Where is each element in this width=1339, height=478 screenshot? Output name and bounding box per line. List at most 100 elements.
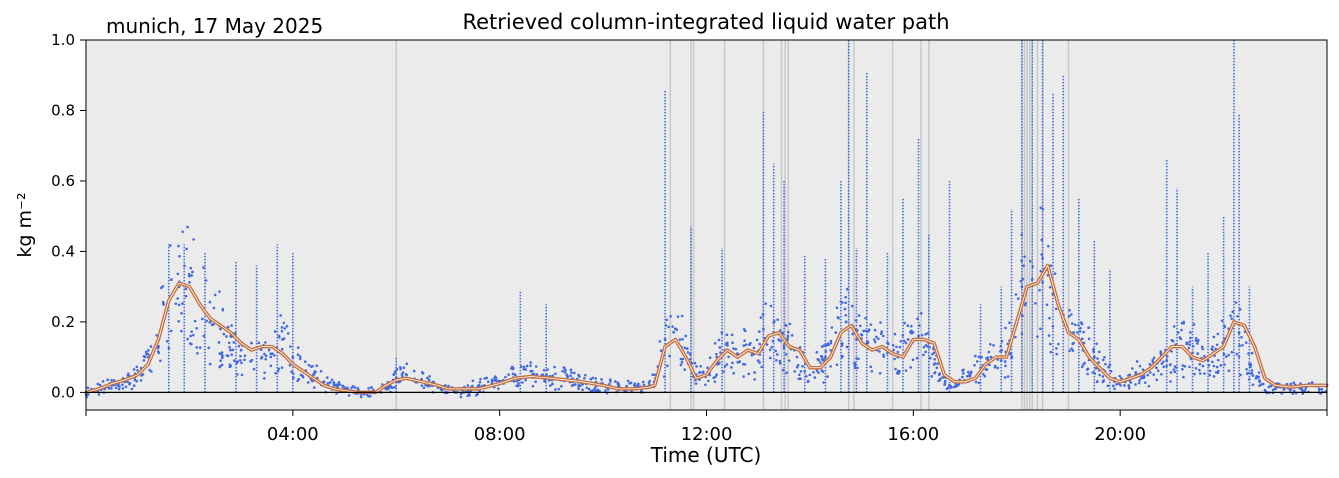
scatter-point [796,363,800,367]
scatter-point [282,337,286,340]
scatter-point [204,279,208,282]
scatter-point [1183,365,1187,368]
scatter-point [1057,342,1060,346]
scatter-point [402,366,406,370]
scatter-point [486,380,490,383]
scatter-point [683,368,687,371]
scatter-point [1127,384,1131,388]
scatter-point [1178,336,1182,339]
scatter-point [399,367,402,371]
scatter-point [1219,364,1223,367]
scatter-point [497,387,500,390]
scatter-point [1247,378,1251,381]
scatter-point [218,290,221,293]
scatter-point [1288,389,1292,392]
scatter-point [1263,388,1267,392]
scatter-point [233,359,236,362]
y-axis-label: kg m⁻² [14,192,36,257]
scatter-point [835,306,839,310]
scatter-point [1196,340,1199,343]
scatter-point [1212,375,1216,378]
scatter-point [591,389,595,392]
scatter-point [1196,352,1200,356]
scatter-point [911,358,915,362]
scatter-point [524,368,528,371]
scatter-point [570,371,573,374]
scatter-point [1251,374,1255,377]
scatter-point [1068,349,1071,353]
scatter-point [817,358,820,361]
scatter-point [372,388,375,392]
scatter-point [743,363,747,366]
scatter-point [133,378,137,382]
scatter-point [1175,366,1178,369]
scatter-point [750,353,754,357]
scatter-point [708,373,711,377]
scatter-point [1188,365,1191,369]
scatter-point [653,373,657,377]
scatter-point [755,338,759,342]
scatter-point [775,359,778,362]
scatter-point [904,369,908,372]
scatter-point [1048,342,1052,346]
scatter-point [727,355,730,359]
scatter-point [919,312,923,315]
scatter-point [1141,368,1145,371]
scatter-point [730,366,733,369]
scatter-point [1185,341,1188,344]
scatter-point [1036,335,1039,338]
scatter-point [551,382,554,386]
scatter-point [839,300,843,303]
scatter-point [1000,348,1004,352]
scatter-point [262,377,266,380]
scatter-point [1255,375,1258,378]
scatter-point [1320,387,1324,391]
scatter-point [1039,269,1043,273]
scatter-point [1151,358,1155,362]
scatter-point [277,367,281,371]
scatter-point [872,338,876,341]
scatter-point [1068,308,1071,312]
scatter-point [126,380,129,384]
scatter-point [1016,297,1020,300]
scatter-point [181,302,184,305]
scatter-point [1087,337,1091,341]
scatter-point [184,287,188,291]
scatter-point [819,354,823,358]
scatter-point [1162,360,1165,364]
scatter-point [819,361,822,364]
scatter-point [787,359,791,362]
scatter-point [795,355,799,359]
scatter-point [198,346,202,349]
scatter-point [459,392,463,396]
scatter-point [804,375,808,378]
scatter-point [577,383,581,387]
scatter-point [743,329,747,333]
scatter-point [788,322,792,326]
scatter-point [1180,328,1183,332]
scatter-point [1118,374,1122,378]
scatter-point [1285,382,1289,386]
scatter-point [280,347,284,351]
scatter-point [221,308,225,312]
scatter-point [1244,341,1248,344]
scatter-point [1047,244,1050,248]
scatter-point [231,348,235,352]
scatter-point [235,361,239,365]
scatter-point [118,385,121,388]
scatter-point [1049,350,1053,354]
scatter-point [782,344,786,347]
scatter-point [999,359,1003,363]
scatter-point [864,329,867,333]
scatter-point [723,365,727,368]
scatter-point [726,344,729,347]
scatter-point [512,380,516,383]
scatter-point [774,349,777,353]
scatter-point [128,381,132,385]
scatter-point [1245,372,1249,375]
scatter-point [369,386,373,389]
scatter-point [968,374,972,378]
scatter-point [882,355,886,358]
scatter-point [1191,351,1194,355]
scatter-point [758,330,761,333]
